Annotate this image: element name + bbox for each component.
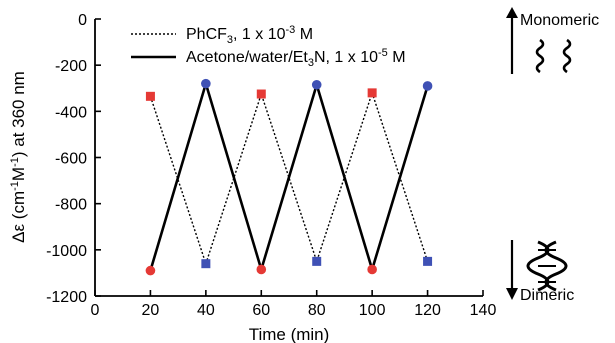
x-tick-label: 0 [91,302,100,319]
y-tick-label: -600 [55,151,87,168]
data-point-circle [201,79,211,89]
data-point-circle [367,265,377,275]
data-point-square [423,257,432,266]
y-tick-label: -200 [55,58,87,75]
data-point-square [312,257,321,266]
data-point-square [257,90,266,99]
data-point-circle [256,265,266,275]
data-point-square [368,88,377,97]
x-tick-label: 140 [470,302,497,319]
dimeric-annotation: Dimeric [506,240,574,304]
series-layer [150,84,427,271]
down-arrowhead-icon [506,288,518,300]
data-point-circle [146,266,156,276]
y-axis-title: Δε (cm-1M-1) at 360 nm [9,71,28,243]
y-tick-label: -1000 [46,243,87,260]
legend: PhCF3, 1 x 10-3 M Acetone/water/Et3N, 1 … [131,24,406,69]
monomeric-annotation: Monomeric [506,7,599,74]
y-tick-label: -400 [55,104,87,121]
y-tick-label: -1200 [46,289,87,306]
y-tick-label: -800 [55,197,87,214]
legend-label-acetone: Acetone/water/Et3N, 1 x 10-5 M [186,47,406,69]
monomer-strand-icon-2 [564,40,570,72]
up-arrowhead-icon [506,7,518,18]
monomeric-label: Monomeric [520,12,599,29]
legend-label-phcf3: PhCF3, 1 x 10-3 M [186,24,313,46]
data-point-square [146,92,155,101]
data-point-circle [423,81,433,91]
x-tick-label: 20 [142,302,160,319]
x-tick-label: 80 [308,302,326,319]
series-line-2 [150,84,427,271]
x-tick-label: 60 [252,302,270,319]
data-point-square [201,259,210,268]
x-tick-label: 40 [197,302,215,319]
y-tick-label: 0 [78,12,87,29]
y-axis-ticks: 0 -200 -400 -600 -800 -1000 -1200 [46,12,101,306]
x-tick-label: 100 [359,302,386,319]
double-helix-icon [528,242,566,290]
x-tick-label: 120 [414,302,441,319]
monomer-strand-icon [537,40,543,72]
x-axis-title: Time (min) [249,325,330,343]
x-axis-ticks: 0 20 40 60 80 100 120 140 [91,290,497,319]
dimeric-label: Dimeric [520,287,574,304]
data-point-circle [312,80,322,90]
